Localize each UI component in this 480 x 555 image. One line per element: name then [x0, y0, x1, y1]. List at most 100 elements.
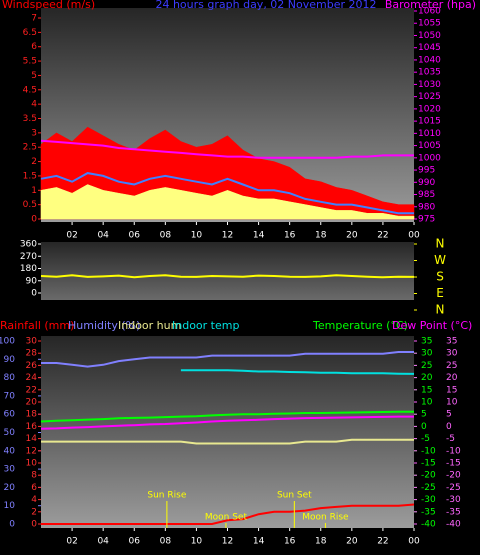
y2-tick-label: S — [436, 270, 444, 284]
series-name: Rainfall (mm) — [0, 319, 74, 332]
y-tick-label: 100 — [0, 337, 15, 347]
y-tick-label: 4 — [31, 100, 37, 110]
y3-tick-label: -30 — [421, 495, 436, 505]
y-tick-label: 180 — [20, 264, 37, 274]
x-tick-label: 02 — [66, 231, 77, 241]
y4-tick-label: -25 — [446, 483, 461, 493]
y2-tick-label: 1030 — [418, 80, 441, 90]
y4-tick-label: 10 — [446, 398, 458, 408]
series-line — [40, 410, 414, 423]
y-tick-label: 70 — [4, 391, 16, 401]
plot-area — [41, 336, 414, 528]
y4-tick-label: -40 — [446, 520, 461, 530]
y-tick-label: 2.5 — [23, 143, 37, 153]
y-tick-label: 7 — [31, 14, 37, 24]
x-tick-label: 06 — [129, 231, 141, 241]
y3-tick-label: 35 — [421, 337, 432, 347]
series-name: Temperature (°C) — [312, 319, 408, 332]
y3-tick-label: -25 — [421, 483, 436, 493]
x-tick-label: 16 — [284, 231, 296, 241]
y2-tick-label: 26 — [26, 361, 38, 371]
y2-tick-label: 980 — [418, 202, 435, 212]
x-tick-label: 22 — [377, 537, 388, 547]
y3-tick-label: 15 — [421, 385, 432, 395]
y2-tick-label: 22 — [26, 385, 37, 395]
y2-tick-label: 1040 — [418, 55, 441, 65]
series-line — [180, 369, 415, 375]
y3-tick-label: -5 — [421, 434, 430, 444]
y2-tick-label: 0 — [31, 520, 37, 530]
x-tick-label: 20 — [346, 537, 358, 547]
y2-tick-label: 1050 — [418, 31, 441, 41]
y2-tick-label: 14 — [26, 434, 38, 444]
series-line — [40, 139, 414, 159]
series-line — [41, 503, 415, 525]
y2-tick-label: 2 — [31, 507, 37, 517]
y2-tick-label: 985 — [418, 190, 435, 200]
y-tick-label: 60 — [4, 410, 16, 420]
series-line — [40, 274, 415, 279]
series-name: Dew Point (°C) — [392, 319, 472, 332]
event-label: Moon Rise — [302, 513, 349, 523]
y3-tick-label: 0 — [421, 422, 427, 432]
y-tick-label: 2 — [31, 157, 37, 167]
y2-tick-label: 20 — [26, 398, 38, 408]
y-tick-label: 6.5 — [23, 28, 37, 38]
y-tick-label: 5.5 — [23, 57, 37, 67]
y2-tick-label: N — [436, 237, 445, 251]
y-tick-label: 0 — [31, 215, 37, 225]
y2-tick-label: 1020 — [418, 104, 441, 114]
y4-tick-label: 15 — [446, 385, 457, 395]
series-name: Windspeed (m/s) — [2, 0, 95, 11]
y-tick-label: 5 — [31, 71, 37, 81]
y4-tick-label: -15 — [446, 459, 461, 469]
y2-tick-label: 28 — [26, 349, 38, 359]
x-tick-label: 02 — [66, 537, 77, 547]
x-tick-label: 18 — [315, 231, 327, 241]
series-name: Indoor hum — [118, 319, 181, 332]
x-tick-label: 18 — [315, 537, 327, 547]
y2-tick-label: 10 — [26, 459, 38, 469]
x-tick-label: 08 — [160, 231, 172, 241]
y2-tick-label: 4 — [31, 495, 37, 505]
x-tick-label: 00 — [408, 231, 420, 241]
y-tick-label: 20 — [4, 483, 16, 493]
y3-tick-label: -20 — [421, 471, 436, 481]
event-label: Sun Set — [277, 491, 312, 501]
y-tick-label: 0 — [9, 520, 15, 530]
y-tick-label: 0.5 — [23, 200, 37, 210]
y-tick-label: 1 — [31, 186, 37, 196]
series-line — [40, 415, 414, 430]
y2-tick-label: N — [436, 303, 445, 317]
y-tick-label: 270 — [20, 252, 37, 262]
y2-tick-label: 975 — [418, 215, 435, 225]
y4-tick-label: 20 — [446, 373, 458, 383]
y-tick-label: 30 — [4, 465, 16, 475]
x-tick-label: 10 — [191, 231, 203, 241]
series-name: Barometer (hpa) — [385, 0, 476, 11]
y2-tick-label: 1035 — [418, 68, 441, 78]
x-tick-label: 16 — [284, 537, 296, 547]
y-tick-label: 4.5 — [23, 85, 37, 95]
y3-tick-label: -40 — [421, 520, 436, 530]
event-label: Moon Set — [205, 513, 248, 523]
x-tick-label: 08 — [160, 537, 172, 547]
y-tick-label: 1.5 — [23, 171, 37, 181]
y4-tick-label: -10 — [446, 446, 461, 456]
y2-tick-label: E — [436, 286, 444, 300]
y3-tick-label: -35 — [421, 507, 436, 517]
y-tick-label: 360 — [20, 240, 37, 250]
series-line — [40, 172, 414, 215]
y2-tick-label: 1045 — [418, 43, 441, 53]
y3-tick-label: 20 — [421, 373, 433, 383]
y2-tick-label: 995 — [418, 166, 435, 176]
y4-tick-label: -35 — [446, 507, 461, 517]
y3-tick-label: 30 — [421, 349, 433, 359]
y4-tick-label: -5 — [446, 434, 455, 444]
y2-tick-label: 24 — [26, 373, 38, 383]
series-name: Indoor temp — [172, 319, 239, 332]
y4-tick-label: 35 — [446, 337, 457, 347]
y4-tick-label: 5 — [446, 410, 452, 420]
y2-tick-label: 990 — [418, 178, 435, 188]
